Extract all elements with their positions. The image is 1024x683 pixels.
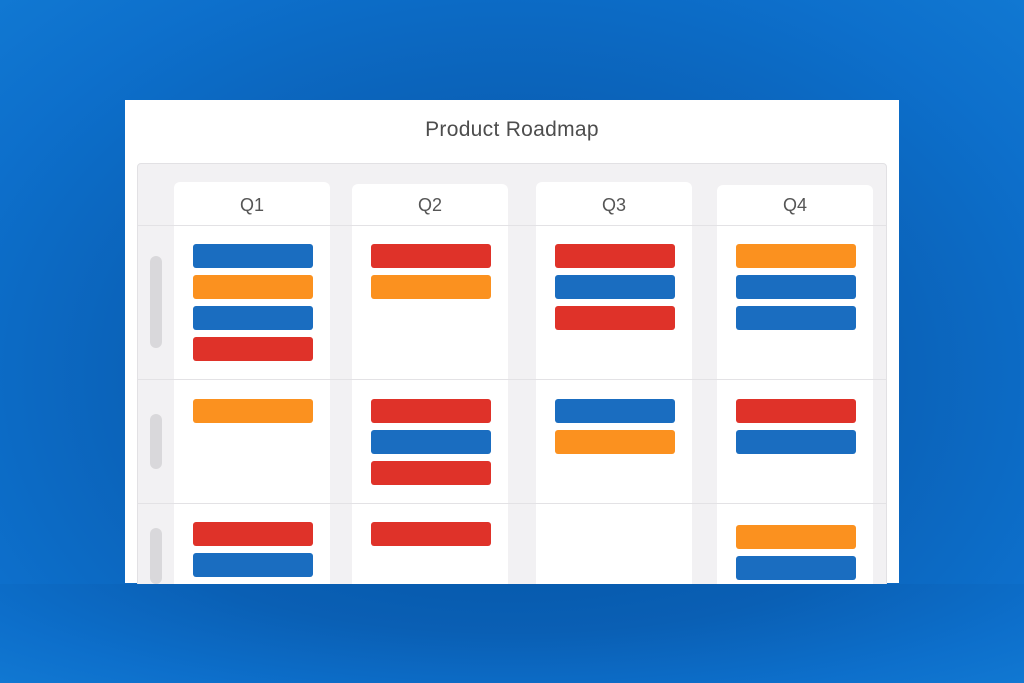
- task-bar-orange[interactable]: [555, 430, 675, 454]
- task-bar-red[interactable]: [555, 244, 675, 268]
- task-bar-blue[interactable]: [736, 430, 856, 454]
- task-bar-blue[interactable]: [193, 553, 313, 577]
- task-bar-orange[interactable]: [193, 399, 313, 423]
- task-bar-red[interactable]: [736, 399, 856, 423]
- task-bar-orange[interactable]: [371, 275, 491, 299]
- task-bar-orange[interactable]: [736, 244, 856, 268]
- task-bar-blue[interactable]: [555, 399, 675, 423]
- task-bar-orange[interactable]: [193, 275, 313, 299]
- background-bottom: [0, 584, 1024, 683]
- row-drag-handle[interactable]: [150, 256, 162, 348]
- task-bar-orange[interactable]: [736, 525, 856, 549]
- task-bar-red[interactable]: [371, 244, 491, 268]
- task-bar-red[interactable]: [371, 522, 491, 546]
- row-drag-handle[interactable]: [150, 414, 162, 469]
- task-bar-red[interactable]: [193, 337, 313, 361]
- task-bar-blue[interactable]: [736, 306, 856, 330]
- task-bar-red[interactable]: [371, 399, 491, 423]
- task-bar-blue[interactable]: [555, 275, 675, 299]
- column-header-q4[interactable]: Q4: [782, 195, 807, 215]
- header-divider: [138, 225, 886, 226]
- column-header-q2[interactable]: Q2: [417, 195, 442, 215]
- row-divider: [138, 379, 886, 380]
- column-header-q3[interactable]: Q3: [601, 195, 626, 215]
- task-bar-blue[interactable]: [736, 556, 856, 580]
- row-drag-handle[interactable]: [150, 528, 162, 584]
- task-bar-red[interactable]: [193, 522, 313, 546]
- column-header-q1[interactable]: Q1: [239, 195, 264, 215]
- page-title: Product Roadmap: [425, 118, 599, 141]
- task-bar-red[interactable]: [371, 461, 491, 485]
- task-bar-blue[interactable]: [736, 275, 856, 299]
- task-bar-blue[interactable]: [193, 244, 313, 268]
- task-bar-blue[interactable]: [371, 430, 491, 454]
- task-bar-blue[interactable]: [193, 306, 313, 330]
- task-bar-red[interactable]: [555, 306, 675, 330]
- row-divider: [138, 503, 886, 504]
